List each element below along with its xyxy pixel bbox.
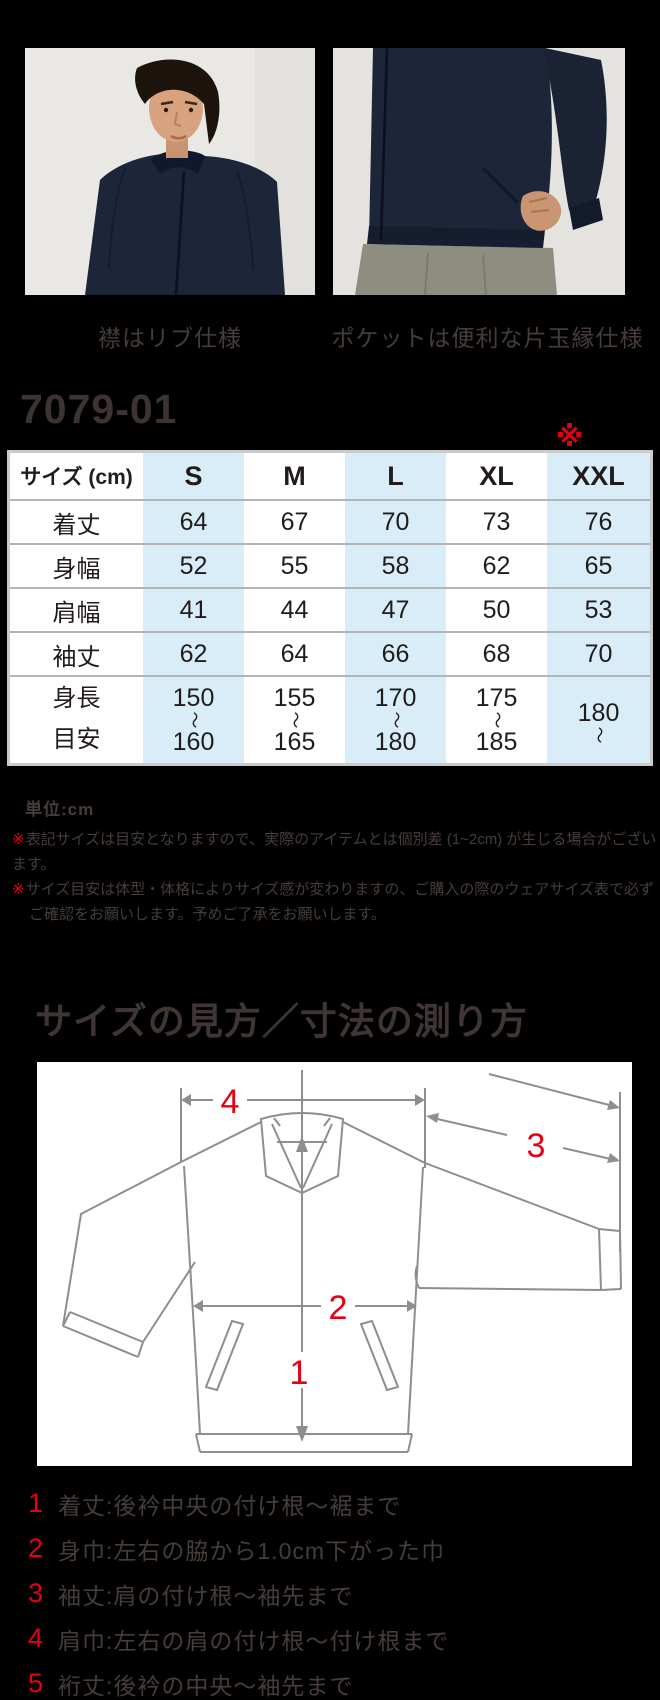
legend-item: 3 袖丈:肩の付け根〜袖先まで	[28, 1571, 648, 1616]
size-table-header-cell: XL	[446, 453, 547, 499]
legend-number: 5	[28, 1668, 44, 1698]
detail-photo-pocket	[333, 48, 625, 295]
size-table-label-cell: 着丈	[10, 499, 143, 543]
size-table-value-cell: 76	[547, 499, 650, 543]
size-table-header-cell: サイズ (cm)	[10, 453, 143, 499]
legend-number: 2	[28, 1533, 44, 1563]
size-table-value-cell: 47	[345, 587, 446, 631]
legend-text: 肩巾:左右の肩の付け根〜付け根まで	[58, 1627, 450, 1654]
size-table-value-cell: 52	[143, 543, 244, 587]
size-table-header-cell: XXL	[547, 453, 650, 499]
measure-section-title: サイズの見方／寸法の測り方	[35, 1001, 528, 1042]
size-table-value-cell: 150 〜 160	[143, 675, 244, 763]
pocket-detail-illustration	[355, 48, 607, 295]
size-table-header-cell: L	[345, 453, 446, 499]
diagram-label-4: 4	[221, 1083, 240, 1121]
size-table-label-cell: 袖丈	[10, 631, 143, 675]
measure-legend: 1 着丈:後衿中央の付け根〜裾まで 2 身巾:左右の脇から1.0cm下がった巾 3 袖丈:…	[28, 1481, 648, 1700]
legend-number: 3	[28, 1578, 44, 1608]
size-table-value-cell: 62	[446, 543, 547, 587]
size-table-value-cell: 175 〜 185	[446, 675, 547, 763]
size-table-value-cell: 58	[345, 543, 446, 587]
model-illustration	[85, 59, 285, 295]
size-table-label-cell: 身長 目安	[10, 675, 143, 763]
note-line: ※サイズ目安は体型・体格によりサイズ感が変わりますの、ご購入の際のウェアサイズ表…	[12, 877, 660, 902]
legend-item: 1 着丈:後衿中央の付け根〜裾まで	[28, 1481, 648, 1526]
size-table-label-cell: 肩幅	[10, 587, 143, 631]
table-note-asterisk: ※	[556, 421, 584, 452]
size-table-value-cell: 65	[547, 543, 650, 587]
size-table-value-cell: 73	[446, 499, 547, 543]
size-table-value-cell: 70	[547, 631, 650, 675]
legend-text: 袖丈:肩の付け根〜袖先まで	[58, 1582, 354, 1609]
note-asterisk: ※	[12, 881, 25, 898]
legend-number: 4	[28, 1623, 44, 1653]
note-text: 表記サイズは目安となりますので、実際のアイテムとは個別差 (1~2cm) が生じ…	[12, 831, 657, 873]
arrowheads	[181, 1094, 620, 1442]
legend-text: 身巾:左右の脇から1.0cm下がった巾	[58, 1537, 446, 1564]
size-table-value-cell: 67	[244, 499, 345, 543]
note-line: ※表記サイズは目安となりますので、実際のアイテムとは個別差 (1~2cm) が生…	[12, 827, 660, 877]
model-photo-collar	[25, 48, 315, 295]
size-table-label-cell: 身幅	[10, 543, 143, 587]
size-table-value-cell: 62	[143, 631, 244, 675]
size-table-value-cell: 64	[143, 499, 244, 543]
size-table-value-cell: 50	[446, 587, 547, 631]
unit-label: 単位:cm	[25, 800, 95, 819]
diagram-label-2: 2	[329, 1289, 348, 1327]
product-code: 7079-01	[20, 386, 178, 432]
size-table-value-cell: 170 〜 180	[345, 675, 446, 763]
size-table-value-cell: 155 〜 165	[244, 675, 345, 763]
diagram-number-labels: 4 3 2 1	[221, 1083, 546, 1392]
size-table-value-cell: 64	[244, 631, 345, 675]
legend-item: 2 身巾:左右の脇から1.0cm下がった巾	[28, 1526, 648, 1571]
note-text-continued: ご確認をお願いします。予めご了承をお願いします。	[29, 906, 387, 923]
size-table-header-cell: S	[143, 453, 244, 499]
diagram-label-3: 3	[527, 1127, 546, 1165]
size-table-value-cell: 55	[244, 543, 345, 587]
caption-left: 襟はリブ仕様	[98, 325, 242, 351]
size-table: サイズ (cm) S M L XL XXL 着丈 64 67 70 73 76 身幅 52 55 58 62 65…	[7, 450, 653, 766]
size-table-value-cell: 70	[345, 499, 446, 543]
legend-text: 着丈:後衿中央の付け根〜裾まで	[58, 1492, 402, 1519]
legend-item: 4 肩巾:左右の肩の付け根〜付け根まで	[28, 1616, 648, 1661]
note-text: サイズ目安は体型・体格によりサイズ感が変わりますの、ご購入の際のウェアサイズ表で…	[25, 881, 654, 898]
diagram-label-1: 1	[290, 1354, 309, 1392]
size-table-value-cell: 68	[446, 631, 547, 675]
caption-right: ポケットは便利な片玉縁仕様	[331, 325, 644, 351]
legend-number: 1	[28, 1488, 44, 1518]
jacket-measure-diagram: 4 3 2 1	[37, 1062, 632, 1466]
size-table-value-cell: 66	[345, 631, 446, 675]
size-table-value-cell: 41	[143, 587, 244, 631]
legend-text: 裄丈:後衿の中央〜袖先まで	[58, 1672, 354, 1699]
size-table-value-cell: 53	[547, 587, 650, 631]
size-table-value-cell: 44	[244, 587, 345, 631]
size-table-value-cell: 180 〜	[547, 675, 650, 763]
legend-item: 5 裄丈:後衿の中央〜袖先まで	[28, 1661, 648, 1700]
note-asterisk: ※	[12, 831, 25, 848]
size-table-header-cell: M	[244, 453, 345, 499]
notes: ※表記サイズは目安となりますので、実際のアイテムとは個別差 (1~2cm) が生…	[12, 827, 660, 927]
